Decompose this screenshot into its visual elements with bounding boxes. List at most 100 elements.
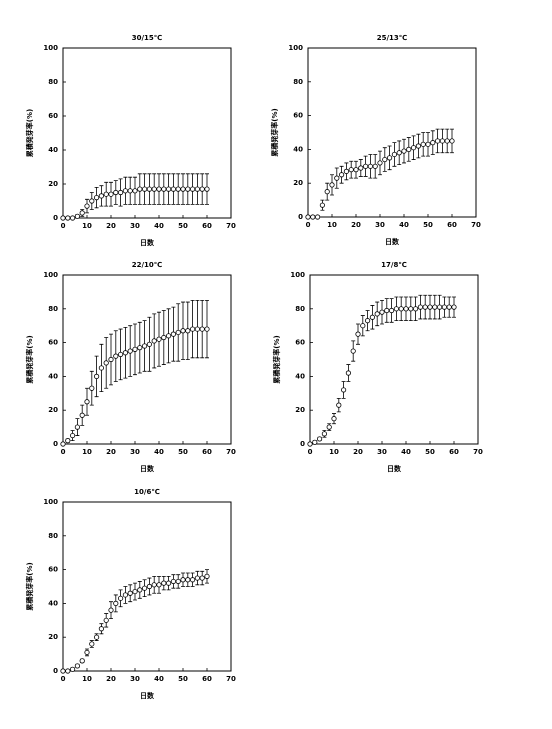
marker bbox=[79, 658, 85, 664]
marker bbox=[74, 213, 81, 219]
marker bbox=[74, 424, 81, 430]
x-tick-label: 60 bbox=[449, 448, 459, 456]
marker bbox=[312, 439, 318, 445]
marker bbox=[199, 326, 205, 332]
marker bbox=[336, 402, 342, 408]
marker bbox=[374, 311, 380, 317]
marker bbox=[348, 167, 354, 173]
marker bbox=[305, 214, 311, 220]
y-tick-label: 60 bbox=[295, 339, 305, 347]
marker bbox=[156, 336, 162, 342]
marker bbox=[60, 215, 66, 221]
marker bbox=[360, 323, 366, 329]
marker bbox=[146, 583, 152, 590]
marker bbox=[79, 412, 85, 418]
x-tick-label: 70 bbox=[473, 448, 483, 456]
marker bbox=[113, 600, 119, 607]
marker bbox=[355, 331, 361, 337]
marker bbox=[199, 186, 205, 192]
marker bbox=[403, 306, 409, 312]
y-tick-label: 20 bbox=[293, 179, 303, 187]
y-tick-label: 40 bbox=[48, 146, 58, 154]
x-axis-label: 日数 bbox=[387, 464, 402, 473]
marker bbox=[132, 346, 138, 352]
marker bbox=[345, 370, 351, 376]
x-tick-label: 50 bbox=[178, 222, 188, 230]
y-tick-label: 100 bbox=[43, 498, 58, 506]
x-tick-label: 30 bbox=[130, 448, 140, 456]
marker bbox=[65, 438, 71, 444]
y-tick-label: 80 bbox=[295, 305, 305, 313]
marker bbox=[65, 668, 71, 674]
x-tick-label: 30 bbox=[375, 221, 385, 229]
marker bbox=[372, 163, 378, 169]
x-tick-label: 20 bbox=[106, 675, 116, 683]
marker bbox=[393, 306, 399, 312]
marker bbox=[382, 156, 388, 163]
marker bbox=[343, 168, 349, 174]
marker bbox=[412, 306, 419, 312]
marker bbox=[175, 578, 181, 585]
marker bbox=[307, 441, 313, 447]
marker bbox=[175, 186, 181, 192]
marker bbox=[439, 138, 445, 144]
marker bbox=[180, 186, 186, 192]
y-tick-label: 100 bbox=[43, 271, 58, 279]
x-tick-label: 0 bbox=[306, 221, 311, 229]
marker bbox=[103, 360, 109, 366]
x-tick-label: 30 bbox=[377, 448, 387, 456]
x-tick-label: 70 bbox=[471, 221, 481, 229]
marker bbox=[156, 186, 162, 192]
marker bbox=[204, 573, 210, 579]
marker bbox=[367, 163, 373, 169]
marker bbox=[118, 189, 124, 196]
marker bbox=[170, 331, 176, 337]
y-axis-label: 累積発芽率(%) bbox=[25, 335, 34, 383]
marker bbox=[377, 160, 383, 166]
marker bbox=[353, 167, 359, 173]
marker bbox=[316, 436, 323, 442]
marker bbox=[122, 592, 129, 598]
x-axis-label: 日数 bbox=[385, 237, 400, 246]
x-axis-label: 日数 bbox=[140, 691, 155, 700]
marker bbox=[98, 365, 105, 371]
marker bbox=[151, 186, 157, 192]
marker bbox=[132, 188, 138, 194]
subplot-title: 25/13℃ bbox=[377, 34, 408, 42]
marker bbox=[364, 318, 371, 324]
subplot-title: 10/6℃ bbox=[134, 488, 160, 496]
marker bbox=[60, 668, 66, 674]
plot-frame bbox=[309, 274, 479, 445]
subplot: 25/13℃ 日数 累積発芽率(%) 0 10 20 30 40 50 60 70 0 20 40 60 80… bbox=[270, 34, 481, 246]
marker bbox=[338, 172, 345, 178]
y-axis-label: 累積発芽率(%) bbox=[25, 109, 34, 157]
marker bbox=[180, 577, 186, 583]
x-tick-label: 30 bbox=[130, 222, 140, 230]
marker bbox=[146, 341, 152, 347]
marker bbox=[427, 304, 433, 310]
marker bbox=[190, 326, 196, 332]
x-tick-label: 40 bbox=[401, 448, 411, 456]
x-tick-label: 40 bbox=[154, 675, 164, 683]
y-tick-label: 0 bbox=[53, 440, 58, 448]
x-tick-label: 10 bbox=[82, 448, 92, 456]
marker bbox=[118, 595, 124, 601]
y-tick-label: 80 bbox=[48, 532, 58, 540]
marker bbox=[314, 214, 321, 220]
x-tick-label: 10 bbox=[82, 675, 92, 683]
subplot: 17/8℃ 日数 累積発芽率(%) 0 10 20 30 40 50 60 70 0 20 40 60 80 1… bbox=[272, 261, 483, 473]
y-tick-label: 80 bbox=[48, 78, 58, 86]
y-axis-label: 累積発芽率(%) bbox=[25, 562, 34, 610]
marker bbox=[204, 186, 210, 192]
x-tick-label: 30 bbox=[130, 675, 140, 683]
marker bbox=[329, 182, 335, 188]
marker bbox=[334, 175, 340, 181]
marker bbox=[142, 186, 148, 192]
y-tick-label: 0 bbox=[300, 440, 305, 448]
y-tick-label: 0 bbox=[298, 213, 303, 221]
marker bbox=[369, 314, 375, 320]
subplot-title: 30/15℃ bbox=[132, 34, 163, 42]
x-tick-label: 70 bbox=[226, 675, 236, 683]
marker bbox=[170, 186, 176, 192]
subplot-title: 22/10℃ bbox=[132, 261, 163, 269]
